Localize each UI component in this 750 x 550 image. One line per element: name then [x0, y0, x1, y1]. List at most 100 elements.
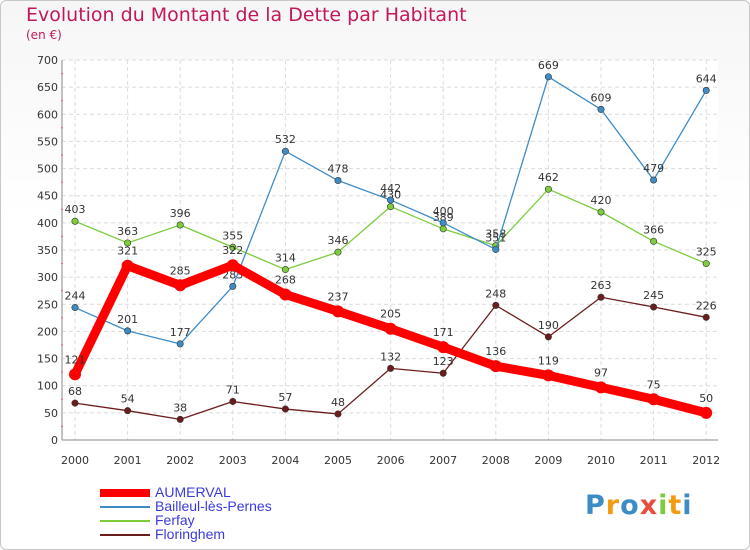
y-tick-label: 450	[37, 190, 58, 203]
data-label: 132	[380, 350, 401, 363]
data-label: 609	[591, 91, 612, 104]
legend-item: Bailleul-lès-Pernes	[100, 498, 350, 514]
data-label: 177	[170, 326, 191, 339]
legend-label: Floringhem	[155, 526, 226, 542]
data-label: 366	[643, 223, 664, 236]
data-point	[332, 305, 344, 318]
data-point	[281, 147, 289, 155]
legend-swatch	[100, 534, 150, 536]
y-tick-label: 300	[37, 271, 58, 284]
data-label: 205	[380, 308, 401, 321]
data-point	[544, 185, 552, 193]
x-tick-label: 2002	[166, 454, 194, 467]
legend-swatch	[100, 520, 150, 522]
data-point	[597, 293, 605, 301]
data-label: 237	[328, 290, 349, 303]
data-point	[702, 260, 710, 268]
y-tick-label: 150	[37, 353, 58, 366]
data-label: 245	[643, 289, 664, 302]
legend-item: AUMERVAL	[100, 484, 350, 500]
x-tick-label: 2006	[377, 454, 405, 467]
data-point	[437, 341, 450, 354]
data-label: 669	[538, 59, 559, 72]
legend-label: AUMERVAL	[155, 484, 231, 500]
data-label: 57	[278, 391, 292, 404]
data-label: 325	[696, 246, 717, 259]
data-label: 268	[275, 274, 296, 287]
y-tick-label: 500	[37, 163, 58, 176]
data-point	[650, 303, 658, 311]
data-point	[492, 245, 500, 253]
data-point	[542, 369, 555, 382]
data-point	[176, 340, 184, 348]
data-label: 54	[121, 393, 135, 406]
data-label: 478	[328, 163, 349, 176]
y-tick-label: 350	[37, 244, 58, 257]
data-label: 201	[117, 313, 138, 326]
data-point	[176, 415, 184, 423]
data-point	[71, 304, 79, 312]
data-label: 363	[117, 225, 138, 238]
data-label: 171	[433, 326, 454, 339]
data-label: 420	[591, 194, 612, 207]
data-label: 50	[699, 392, 713, 405]
data-point	[174, 279, 187, 292]
data-point	[597, 105, 605, 113]
data-label: 119	[538, 354, 559, 367]
data-point	[226, 259, 239, 272]
data-label: 71	[226, 383, 240, 396]
data-label: 400	[433, 205, 454, 218]
data-point	[544, 73, 552, 81]
x-tick-label: 2003	[219, 454, 247, 467]
data-point	[650, 237, 658, 245]
legend-swatch	[100, 506, 150, 508]
data-point	[702, 86, 710, 94]
data-label: 48	[331, 396, 345, 409]
data-point	[334, 410, 342, 418]
y-tick-label: 250	[37, 298, 58, 311]
data-point	[71, 217, 79, 225]
data-point	[279, 288, 292, 301]
data-point	[387, 196, 395, 204]
data-label: 346	[328, 234, 349, 247]
data-point	[121, 259, 134, 272]
data-label: 75	[647, 378, 661, 391]
data-label: 226	[696, 299, 717, 312]
x-tick-label: 2001	[114, 454, 142, 467]
data-point	[702, 313, 710, 321]
data-label: 462	[538, 171, 559, 184]
data-point	[439, 225, 447, 233]
legend-label: Bailleul-lès-Pernes	[155, 498, 272, 514]
chart-legend: AUMERVAL Bailleul-lès-Pernes Ferfay Floring…	[100, 484, 350, 542]
data-point	[229, 282, 237, 290]
x-tick-label: 2007	[429, 454, 457, 467]
data-point	[124, 327, 132, 335]
data-label: 38	[173, 401, 187, 414]
x-tick-label: 2011	[640, 454, 668, 467]
x-tick-label: 2004	[271, 454, 299, 467]
y-tick-label: 650	[37, 81, 58, 94]
y-tick-label: 600	[37, 108, 58, 121]
y-tick-label: 0	[51, 434, 58, 447]
data-label: 403	[65, 203, 86, 216]
data-label: 314	[275, 252, 296, 265]
data-point	[176, 221, 184, 229]
data-point	[439, 369, 447, 377]
data-point	[281, 405, 289, 413]
data-label: 396	[170, 207, 191, 220]
data-point	[229, 397, 237, 405]
data-label: 644	[696, 72, 717, 85]
data-point	[229, 243, 237, 251]
data-label: 532	[275, 133, 296, 146]
legend-swatch	[100, 489, 150, 497]
legend-label: Ferfay	[155, 512, 195, 528]
y-tick-label: 200	[37, 325, 58, 338]
data-label: 68	[68, 385, 82, 398]
data-point	[69, 368, 81, 381]
data-label: 355	[222, 229, 243, 242]
data-point	[334, 248, 342, 256]
data-point	[384, 322, 397, 335]
proxiti-logo: Proxiti	[585, 490, 693, 521]
data-label: 121	[65, 353, 86, 366]
